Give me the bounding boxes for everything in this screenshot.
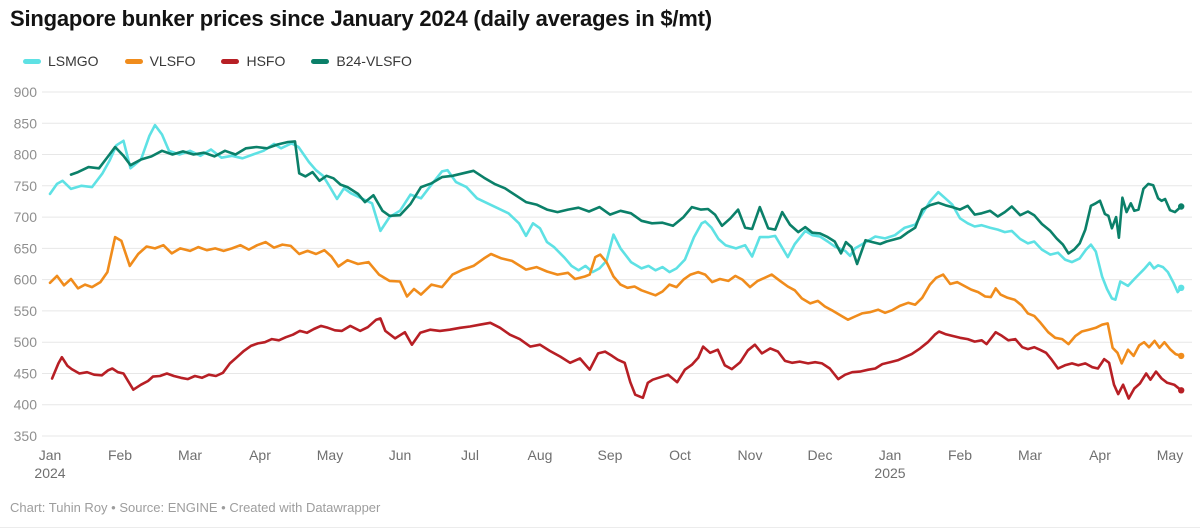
y-axis-tick-label: 850 [14,115,38,131]
series-end-dot-lsmgo [1178,284,1185,291]
x-axis-tick-label: Feb [948,447,972,463]
legend-label-hsfo: HSFO [246,53,286,69]
x-axis-tick-label: May [317,447,343,463]
vlsfo-line-swatch-icon [124,58,143,64]
y-axis-tick-label: 500 [14,334,38,350]
legend-label-vlsfo: VLSFO [149,53,196,69]
x-axis-tick-label: Jan [39,447,62,463]
x-axis-tick-label: Mar [1018,447,1042,463]
series-end-dot-b24-vlsfo [1178,203,1185,210]
page-title: Singapore bunker prices since January 20… [10,6,712,31]
legend: LSMGO VLSFO HSFO B24-VLSFO [23,53,412,69]
x-axis-tick-label: Jul [461,447,479,463]
y-axis-tick-label: 400 [14,397,38,413]
x-axis-tick-label: Aug [528,447,553,463]
y-axis-tick-label: 450 [14,366,38,382]
y-axis-tick-label: 750 [14,178,38,194]
lsmgo-line-swatch-icon [23,58,41,64]
x-axis-tick-label: Sep [598,447,623,463]
series-line-b24-vlsfo [69,140,1183,266]
y-axis-tick-label: 700 [14,209,38,225]
x-axis-tick-label: Mar [178,447,202,463]
x-axis-tick-label: Apr [1089,447,1111,463]
legend-label-lsmgo: LSMGO [48,53,99,69]
series-line-hsfo [50,317,1183,400]
legend-item-hsfo: HSFO [221,53,285,69]
x-axis-tick-label: Nov [738,447,763,463]
legend-label-b24-vlsfo: B24-VLSFO [336,53,412,69]
x-axis-tick-label: Apr [249,447,271,463]
legend-item-b24-vlsfo: B24-VLSFO [311,53,412,69]
series-line-vlsfo [48,235,1183,365]
series-line-lsmgo [48,123,1183,302]
x-axis-tick-label: Dec [808,447,833,463]
y-axis-tick-label: 350 [14,428,38,444]
x-axis-tick-label: Jan [879,447,902,463]
x-axis-year-label: 2025 [874,465,905,481]
x-axis-year-label: 2024 [34,465,65,481]
x-axis-tick-label: Feb [108,447,132,463]
legend-item-vlsfo: VLSFO [124,53,196,69]
y-axis-tick-label: 800 [14,147,38,163]
x-axis-tick-label: May [1157,447,1183,463]
series-end-dot-vlsfo [1178,352,1185,360]
x-axis-tick-label: Oct [669,447,691,463]
hsfo-line-swatch-icon [221,58,240,64]
y-axis-tick-label: 900 [14,84,38,100]
chart-credit: Chart: Tuhin Roy • Source: ENGINE • Crea… [10,500,381,515]
legend-item-lsmgo: LSMGO [23,53,99,69]
series-end-dot-hsfo [1178,387,1185,394]
y-axis-tick-label: 600 [14,272,38,288]
x-axis-tick-label: Jun [389,447,412,463]
y-axis-tick-label: 550 [14,303,38,319]
b24-vlsfo-line-swatch-icon [311,58,330,64]
y-axis-tick-label: 650 [14,240,38,256]
